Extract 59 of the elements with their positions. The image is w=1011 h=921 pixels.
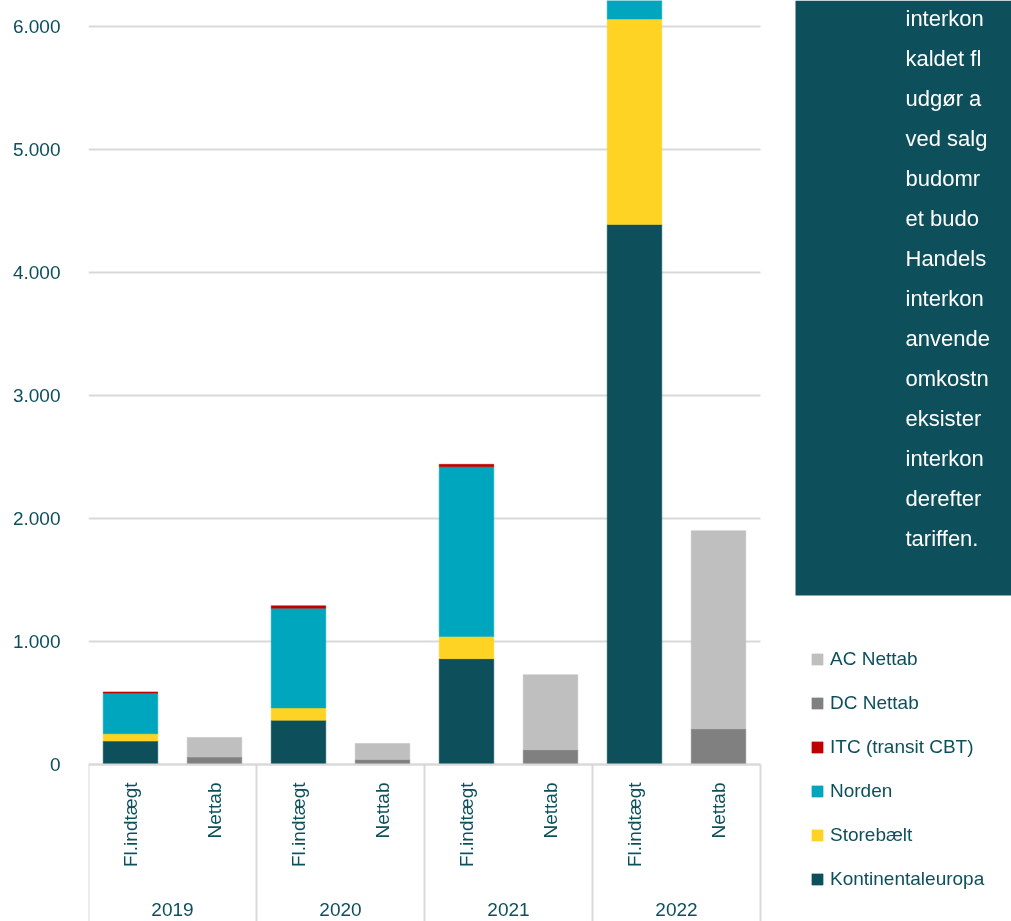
y-tick-label: 3.000 bbox=[12, 384, 61, 406]
legend-label: ITC (transit CBT) bbox=[830, 736, 974, 758]
text: anvende bbox=[905, 326, 990, 351]
bar bbox=[102, 733, 159, 742]
x-tick-label: Fl.indtægt bbox=[456, 781, 477, 867]
text: 2019 bbox=[151, 899, 194, 920]
bar bbox=[270, 707, 327, 721]
bar bbox=[186, 737, 243, 758]
x-tick-label: Nettab bbox=[708, 782, 729, 839]
bar bbox=[522, 749, 579, 765]
bar bbox=[102, 692, 159, 734]
legend-label: DC Nettab bbox=[830, 692, 919, 714]
legend-label: AC Nettab bbox=[830, 648, 918, 670]
x-tick-label: Fl.indtægt bbox=[624, 781, 645, 867]
text: et budo bbox=[905, 206, 979, 231]
y-tick-label: 5.000 bbox=[12, 138, 61, 160]
y-tick-label: 0 bbox=[49, 754, 61, 775]
y-tick-label: 4.000 bbox=[12, 261, 61, 283]
bar bbox=[606, 224, 663, 765]
bar bbox=[270, 605, 327, 609]
text: 2021 bbox=[487, 899, 530, 920]
text: 2022 bbox=[655, 899, 698, 920]
legend-label: Norden bbox=[830, 780, 893, 802]
text: omkostn bbox=[905, 366, 989, 391]
bar bbox=[438, 636, 495, 659]
bar bbox=[606, 0, 663, 20]
text: udgør a bbox=[905, 86, 983, 111]
text: interkon bbox=[905, 446, 984, 471]
y-tick-label: 2.000 bbox=[12, 507, 61, 529]
x-tick-label: Nettab bbox=[372, 782, 393, 839]
text: derefter bbox=[905, 486, 982, 511]
x-tick-label: Nettab bbox=[204, 782, 225, 839]
bar bbox=[270, 608, 327, 709]
legend-label: Kontinentaleuropa bbox=[830, 868, 985, 890]
bar bbox=[690, 530, 747, 730]
bar bbox=[690, 728, 747, 765]
text: ved salg bbox=[905, 126, 988, 151]
x-tick-label: Fl.indtægt bbox=[120, 781, 141, 867]
text: budomr bbox=[905, 166, 981, 191]
y-tick-label: 6.000 bbox=[12, 15, 61, 37]
text: tariffen. bbox=[905, 526, 979, 551]
bar bbox=[438, 658, 495, 765]
bar bbox=[102, 740, 159, 765]
bar bbox=[606, 18, 663, 225]
bar bbox=[354, 743, 411, 760]
bar bbox=[438, 464, 495, 468]
text: 2020 bbox=[319, 899, 362, 920]
bar bbox=[522, 674, 579, 750]
y-tick-label: 1.000 bbox=[12, 630, 61, 652]
text: interkon bbox=[905, 286, 984, 311]
text: eksister bbox=[905, 406, 982, 431]
text: Handels bbox=[905, 246, 987, 271]
x-tick-label: Fl.indtægt bbox=[288, 781, 309, 867]
legend-label: Storebælt bbox=[830, 824, 913, 846]
text: interkon bbox=[905, 6, 984, 31]
x-tick-label: Nettab bbox=[540, 782, 561, 839]
text: kaldet fl bbox=[905, 46, 982, 71]
bar bbox=[270, 719, 327, 765]
bar bbox=[438, 466, 495, 637]
